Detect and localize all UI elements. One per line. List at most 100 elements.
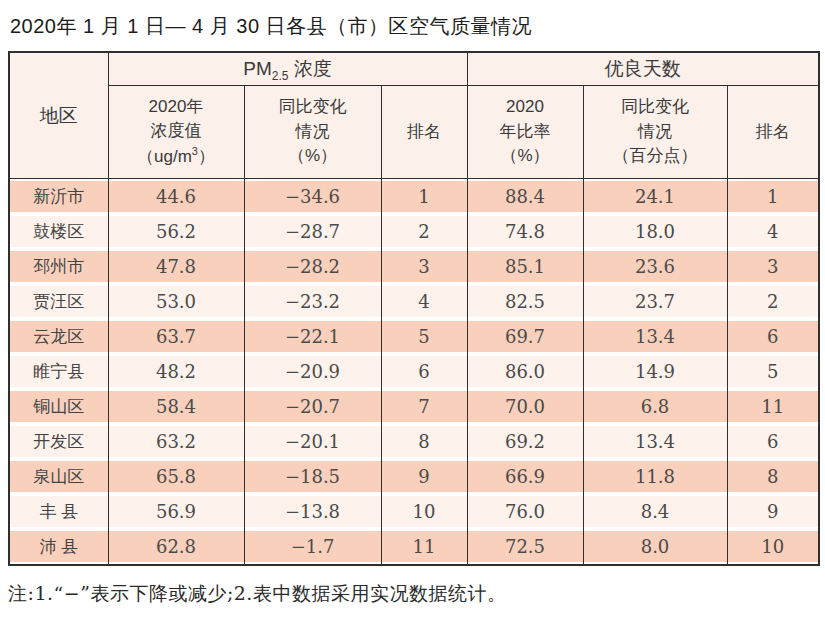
region-cell: 铜山区 (9, 389, 108, 424)
pm-rank-cell: 8 (381, 424, 467, 459)
gd-rank-cell: 6 (727, 424, 819, 459)
gd-rank-cell: 2 (727, 284, 819, 319)
gd-rate-cell: 88.4 (467, 179, 583, 215)
gd-change-cell: 24.1 (583, 179, 727, 215)
pm25-label-prefix: PM (243, 58, 272, 79)
table-row: 铜山区 58.4 −20.7 7 70.0 6.8 11 (9, 389, 819, 424)
gd-change-cell: 14.9 (583, 354, 727, 389)
pm-value-cell: 56.9 (108, 494, 244, 529)
gd-rank-cell: 6 (727, 319, 819, 354)
gd-rate-cell: 69.7 (467, 319, 583, 354)
pm-value-cell: 62.8 (108, 529, 244, 565)
col-header-pm-change: 同比变化 情况 （%） (244, 86, 381, 179)
gd-rate-line3: （%） (469, 144, 582, 169)
table-body: 新沂市 44.6 −34.6 1 88.4 24.1 1 鼓楼区 56.2 −2… (9, 179, 819, 566)
gd-change-cell: 23.7 (583, 284, 727, 319)
region-cell: 贾汪区 (9, 284, 108, 319)
gd-change-cell: 23.6 (583, 249, 727, 284)
gd-change-line3: （百分点） (585, 144, 726, 169)
gd-change-cell: 13.4 (583, 424, 727, 459)
pm25-label-suffix: 浓度 (288, 58, 331, 79)
gd-rank-cell: 11 (727, 389, 819, 424)
col-header-pm-rank: 排名 (381, 86, 467, 179)
col-header-gd-rate: 2020 年比率 （%） (467, 86, 583, 179)
gd-rate-cell: 70.0 (467, 389, 583, 424)
gd-rank-cell: 5 (727, 354, 819, 389)
table-row: 新沂市 44.6 −34.6 1 88.4 24.1 1 (9, 179, 819, 215)
pm-change-cell: −20.1 (244, 424, 381, 459)
air-quality-table: 地区 PM2.5 浓度 优良天数 2020年 浓度值 （ug/m3） 同比变化 … (8, 51, 820, 566)
gd-rate-cell: 66.9 (467, 459, 583, 494)
pm-change-cell: −28.7 (244, 214, 381, 249)
col-group-pm25: PM2.5 浓度 (108, 52, 467, 86)
gd-rate-line1: 2020 (469, 95, 582, 120)
gd-rank-cell: 1 (727, 179, 819, 215)
gd-change-cell: 11.8 (583, 459, 727, 494)
gd-rate-cell: 85.1 (467, 249, 583, 284)
pm25-label-subscript: 2.5 (272, 68, 289, 82)
region-cell: 新沂市 (9, 179, 108, 215)
col-header-pm-value: 2020年 浓度值 （ug/m3） (108, 86, 244, 179)
gd-rank-cell: 4 (727, 214, 819, 249)
pm-value-unit-post: ） (198, 147, 215, 166)
gd-change-cell: 18.0 (583, 214, 727, 249)
pm-value-cell: 48.2 (108, 354, 244, 389)
pm-value-cell: 44.6 (108, 179, 244, 215)
footnote: 注:1.“−”表示下降或减少;2.表中数据采用实况数据统计。 (8, 581, 825, 607)
pm-change-cell: −20.9 (244, 354, 381, 389)
pm-change-line2: 情况 (246, 120, 380, 145)
region-cell: 邳州市 (9, 249, 108, 284)
pm-change-cell: −23.2 (244, 284, 381, 319)
pm-change-line3: （%） (246, 144, 380, 169)
col-group-good-days: 优良天数 (467, 52, 819, 86)
gd-change-cell: 13.4 (583, 319, 727, 354)
pm-value-line2: 浓度值 (110, 119, 243, 144)
pm-change-cell: −28.2 (244, 249, 381, 284)
gd-rate-cell: 76.0 (467, 494, 583, 529)
pm-value-cell: 58.4 (108, 389, 244, 424)
pm-rank-cell: 1 (381, 179, 467, 215)
gd-rank-cell: 8 (727, 459, 819, 494)
gd-rate-cell: 82.5 (467, 284, 583, 319)
gd-rate-cell: 74.8 (467, 214, 583, 249)
region-cell: 沛 县 (9, 529, 108, 565)
region-cell: 丰 县 (9, 494, 108, 529)
pm-rank-cell: 9 (381, 459, 467, 494)
gd-change-cell: 6.8 (583, 389, 727, 424)
table-row: 沛 县 62.8 −1.7 11 72.5 8.0 10 (9, 529, 819, 565)
pm-rank-cell: 10 (381, 494, 467, 529)
gd-rate-line2: 年比率 (469, 120, 582, 145)
pm-value-cell: 65.8 (108, 459, 244, 494)
pm-value-cell: 63.7 (108, 319, 244, 354)
gd-change-cell: 8.4 (583, 494, 727, 529)
gd-change-line1: 同比变化 (585, 95, 726, 120)
gd-rate-cell: 86.0 (467, 354, 583, 389)
pm-rank-cell: 7 (381, 389, 467, 424)
table-row: 贾汪区 53.0 −23.2 4 82.5 23.7 2 (9, 284, 819, 319)
pm-change-line1: 同比变化 (246, 95, 380, 120)
gd-rate-cell: 69.2 (467, 424, 583, 459)
region-cell: 开发区 (9, 424, 108, 459)
pm-value-cell: 56.2 (108, 214, 244, 249)
pm-rank-cell: 3 (381, 249, 467, 284)
region-cell: 云龙区 (9, 319, 108, 354)
pm-change-cell: −22.1 (244, 319, 381, 354)
pm-rank-cell: 6 (381, 354, 467, 389)
col-header-gd-rank: 排名 (727, 86, 819, 179)
region-cell: 睢宁县 (9, 354, 108, 389)
pm-rank-cell: 11 (381, 529, 467, 565)
pm-change-cell: −13.8 (244, 494, 381, 529)
pm-rank-cell: 2 (381, 214, 467, 249)
table-row: 鼓楼区 56.2 −28.7 2 74.8 18.0 4 (9, 214, 819, 249)
pm-change-cell: −20.7 (244, 389, 381, 424)
gd-change-cell: 8.0 (583, 529, 727, 565)
pm-value-line3: （ug/m3） (110, 144, 243, 169)
region-cell: 泉山区 (9, 459, 108, 494)
pm-rank-cell: 5 (381, 319, 467, 354)
pm-rank-cell: 4 (381, 284, 467, 319)
table-header: 地区 PM2.5 浓度 优良天数 2020年 浓度值 （ug/m3） 同比变化 … (9, 52, 819, 179)
col-header-region: 地区 (9, 52, 108, 179)
gd-rank-cell: 9 (727, 494, 819, 529)
gd-rate-cell: 72.5 (467, 529, 583, 565)
gd-change-line2: 情况 (585, 120, 726, 145)
